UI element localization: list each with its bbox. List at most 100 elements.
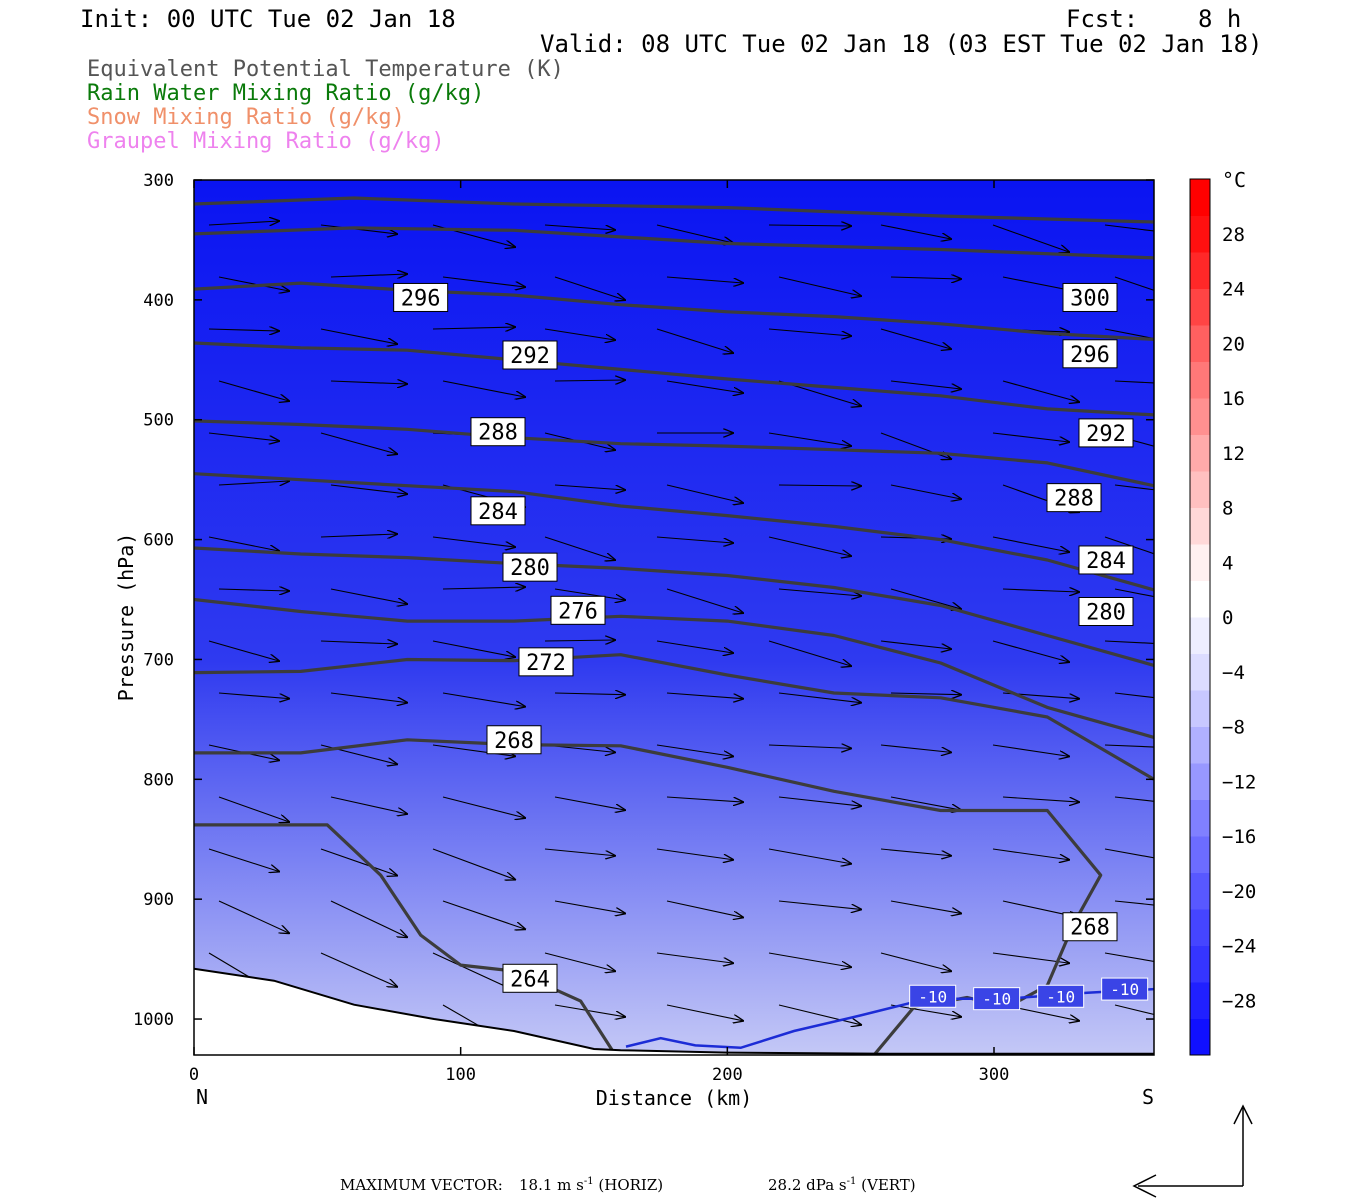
- x-tick-label-100: 100: [445, 1065, 476, 1085]
- wind-vector-22: [656, 328, 733, 353]
- max-vector-label: MAXIMUM VECTOR:: [340, 1176, 503, 1194]
- wind-vector-43: [992, 432, 1069, 442]
- wind-vector-89: [1114, 692, 1154, 699]
- forecast-label: Fcst:: [1066, 5, 1139, 33]
- wind-vector-71: [1114, 588, 1154, 598]
- legend-graupel: Graupel Mixing Ratio (g/kg): [87, 129, 445, 154]
- colorbar-label-28: 28: [1222, 224, 1245, 246]
- north-label: N: [196, 1085, 208, 1109]
- wind-vector-84: [554, 693, 625, 695]
- colorbar-swatch-1: [1190, 982, 1210, 1019]
- wind-vector-54: [208, 536, 279, 551]
- wind-vector-138: [554, 1004, 625, 1017]
- forecast-hours: 8 h: [1198, 5, 1242, 33]
- wind-vector-85: [666, 692, 743, 699]
- wind-vector-75: [544, 640, 615, 641]
- y-tick-label-1000: 1000: [133, 1010, 174, 1030]
- colorbar-label-12: 12: [1222, 443, 1245, 465]
- temp-label-1: -10: [973, 987, 1021, 1011]
- theta-e-contour-296-9: [194, 226, 1154, 260]
- colorbar-swatch-2: [1190, 945, 1210, 983]
- wind-vector-24: [880, 328, 951, 349]
- colorbar-swatch-7: [1190, 763, 1210, 800]
- wind-vector-59: [768, 536, 851, 556]
- colorbar-swatch-14: [1190, 507, 1210, 545]
- svg-text:-10: -10: [1046, 987, 1075, 1006]
- wind-vector-113: [768, 848, 851, 864]
- wind-vector-62: [1104, 536, 1154, 555]
- theta-e-contour-288-2: [194, 419, 1154, 488]
- y-tick-label-300: 300: [143, 171, 174, 191]
- wind-vector-101: [442, 796, 525, 818]
- wind-vector-74: [432, 640, 515, 657]
- wind-vector-103: [666, 796, 743, 802]
- wind-vector-106: [1002, 796, 1079, 802]
- svg-text:280: 280: [1086, 601, 1126, 626]
- contour-label-292-1: 292: [502, 340, 558, 370]
- contour-label-280-4: 280: [502, 552, 558, 582]
- wind-vector-143: [1114, 1004, 1154, 1015]
- contour-label-right-6: 268: [1062, 912, 1118, 942]
- wind-vector-14: [778, 276, 861, 296]
- colorbar-swatch-0: [1190, 1018, 1210, 1056]
- horiz-vector-value: 18.1 m s-1 (HORIZ): [519, 1176, 664, 1194]
- wind-vector-76: [656, 640, 733, 653]
- svg-text:288: 288: [478, 421, 518, 446]
- wind-vector-107: [1114, 796, 1154, 802]
- colorbar-swatch-11: [1190, 617, 1210, 654]
- wind-vector-78: [880, 640, 951, 649]
- wind-vector-5: [768, 225, 851, 226]
- temp-label-3: -10: [1101, 977, 1149, 1001]
- contour-label-right-1: 296: [1062, 339, 1118, 369]
- colorbar-swatch-4: [1190, 872, 1210, 910]
- wind-vector-8: [1104, 224, 1154, 232]
- theta-e-contour-284-3: [194, 472, 1154, 592]
- wind-vector-69: [890, 588, 961, 609]
- wind-vector-55: [320, 534, 397, 537]
- vert-vector-value: 28.2 dPa s-1 (VERT): [768, 1176, 916, 1194]
- wind-vector-23: [768, 328, 851, 336]
- colorbar-label--16: −16: [1222, 826, 1256, 848]
- y-tick-label-700: 700: [143, 650, 174, 670]
- wind-vector-67: [666, 588, 743, 613]
- wind-vector-81: [218, 692, 289, 699]
- svg-text:272: 272: [526, 651, 566, 676]
- wind-vector-140: [778, 1004, 861, 1025]
- wind-vector-30: [554, 380, 625, 381]
- wind-vector-7: [992, 224, 1069, 252]
- x-axis-label: Distance (km): [596, 1086, 753, 1110]
- wind-vector-105: [890, 796, 961, 810]
- svg-text:288: 288: [1054, 487, 1094, 512]
- legend-rain-water: Rain Water Mixing Ratio (g/kg): [87, 81, 485, 106]
- wind-vector-10: [330, 274, 407, 277]
- theta-e-contour-272-6: [194, 653, 1154, 781]
- colorbar-swatch-3: [1190, 909, 1210, 946]
- wind-vector-63: [218, 589, 289, 591]
- colorbar-swatch-15: [1190, 471, 1210, 508]
- wind-vector-108: [208, 848, 279, 872]
- colorbar-swatch-6: [1190, 799, 1210, 837]
- wind-vector-56: [432, 536, 515, 547]
- y-tick-label-600: 600: [143, 531, 174, 551]
- wind-vector-33: [890, 380, 961, 389]
- contour-label-296-0: 296: [393, 282, 449, 312]
- axes: 300 400 500 600 700 800 900 1000 0 100 200 300: [133, 171, 1155, 1085]
- wind-vector-139: [666, 1004, 743, 1021]
- terrain: [193, 967, 1154, 1055]
- wind-vector-21: [544, 328, 615, 340]
- wind-vector-41: [768, 432, 851, 446]
- wind-vector-53: [1114, 484, 1154, 491]
- svg-text:280: 280: [510, 556, 550, 581]
- wind-vector-111: [544, 848, 615, 856]
- wind-vector-109: [320, 848, 397, 876]
- wind-vector-83: [442, 692, 525, 707]
- wind-vector-0: [208, 221, 279, 225]
- colorbar-swatch-17: [1190, 398, 1210, 435]
- wind-vector-18: [208, 329, 279, 331]
- wind-vector-64: [330, 588, 407, 604]
- wind-vector-29: [442, 380, 525, 397]
- contour-label-272-6: 272: [518, 647, 574, 677]
- wind-vector-13: [666, 276, 743, 283]
- wind-vector-4: [656, 224, 733, 243]
